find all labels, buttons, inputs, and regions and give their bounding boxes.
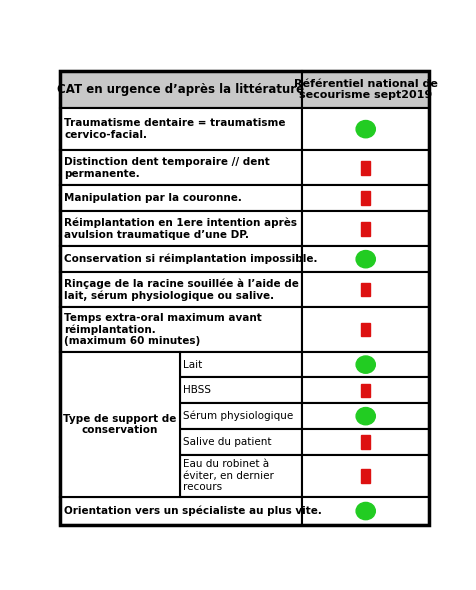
Bar [301,404,428,429]
Bar [179,352,301,378]
Bar [360,222,369,235]
Bar [60,108,301,150]
Bar [60,352,179,497]
Text: Référentiel national de
secourisme sept2019: Référentiel national de secourisme sept2… [293,78,437,100]
Bar [60,307,301,352]
Text: Eau du robinet à
éviter, en dernier
recours: Eau du robinet à éviter, en dernier reco… [183,459,274,493]
Bar [301,185,428,211]
Bar [60,211,301,246]
Bar [301,211,428,246]
Bar [360,435,369,449]
Text: Sérum physiologique: Sérum physiologique [183,411,293,421]
Ellipse shape [356,251,375,268]
Bar [301,246,428,272]
Bar [60,71,301,108]
Text: Temps extra-oral maximum avant
réimplantation.
(maximum 60 minutes): Temps extra-oral maximum avant réimplant… [64,313,261,346]
Bar [301,71,428,108]
Bar [360,161,369,175]
Text: Orientation vers un spécialiste au plus vite.: Orientation vers un spécialiste au plus … [64,506,321,516]
Bar [301,307,428,352]
Bar [301,272,428,307]
Bar [301,108,428,150]
Text: Salive du patient: Salive du patient [183,437,271,447]
Ellipse shape [356,503,375,520]
Text: Rinçage de la racine souillée à l’aide de
lait, sérum physiologique ou salive.: Rinçage de la racine souillée à l’aide d… [64,278,298,301]
Bar [60,246,301,272]
Ellipse shape [356,356,375,373]
Bar [360,191,369,205]
Text: Manipulation par la couronne.: Manipulation par la couronne. [64,194,241,204]
Bar [301,455,428,497]
Bar [179,455,301,497]
Bar [301,378,428,404]
Text: HBSS: HBSS [183,385,211,395]
Bar [301,497,428,525]
Text: Réimplantation en 1ere intention après
avulsion traumatique d’une DP.: Réimplantation en 1ere intention après a… [64,218,297,240]
Bar [360,283,369,296]
Bar [60,150,301,185]
Text: Traumatisme dentaire = traumatisme
cervico-facial.: Traumatisme dentaire = traumatisme cervi… [64,119,285,140]
Text: CAT en urgence d’après la littérature: CAT en urgence d’après la littérature [57,83,304,96]
Text: Type de support de
conservation: Type de support de conservation [63,414,176,435]
Bar [360,323,369,336]
Bar [179,404,301,429]
Bar [60,272,301,307]
Bar [179,429,301,455]
Bar [60,497,301,525]
Bar [179,378,301,404]
Bar [360,469,369,483]
Bar [301,150,428,185]
Text: Distinction dent temporaire // dent
permanente.: Distinction dent temporaire // dent perm… [64,157,269,179]
Bar [360,384,369,397]
Text: Lait: Lait [183,360,202,369]
Ellipse shape [356,120,375,138]
Bar [60,185,301,211]
Bar [301,429,428,455]
Bar [301,352,428,378]
Ellipse shape [356,408,375,425]
Text: Conservation si réimplantation impossible.: Conservation si réimplantation impossibl… [64,254,317,264]
